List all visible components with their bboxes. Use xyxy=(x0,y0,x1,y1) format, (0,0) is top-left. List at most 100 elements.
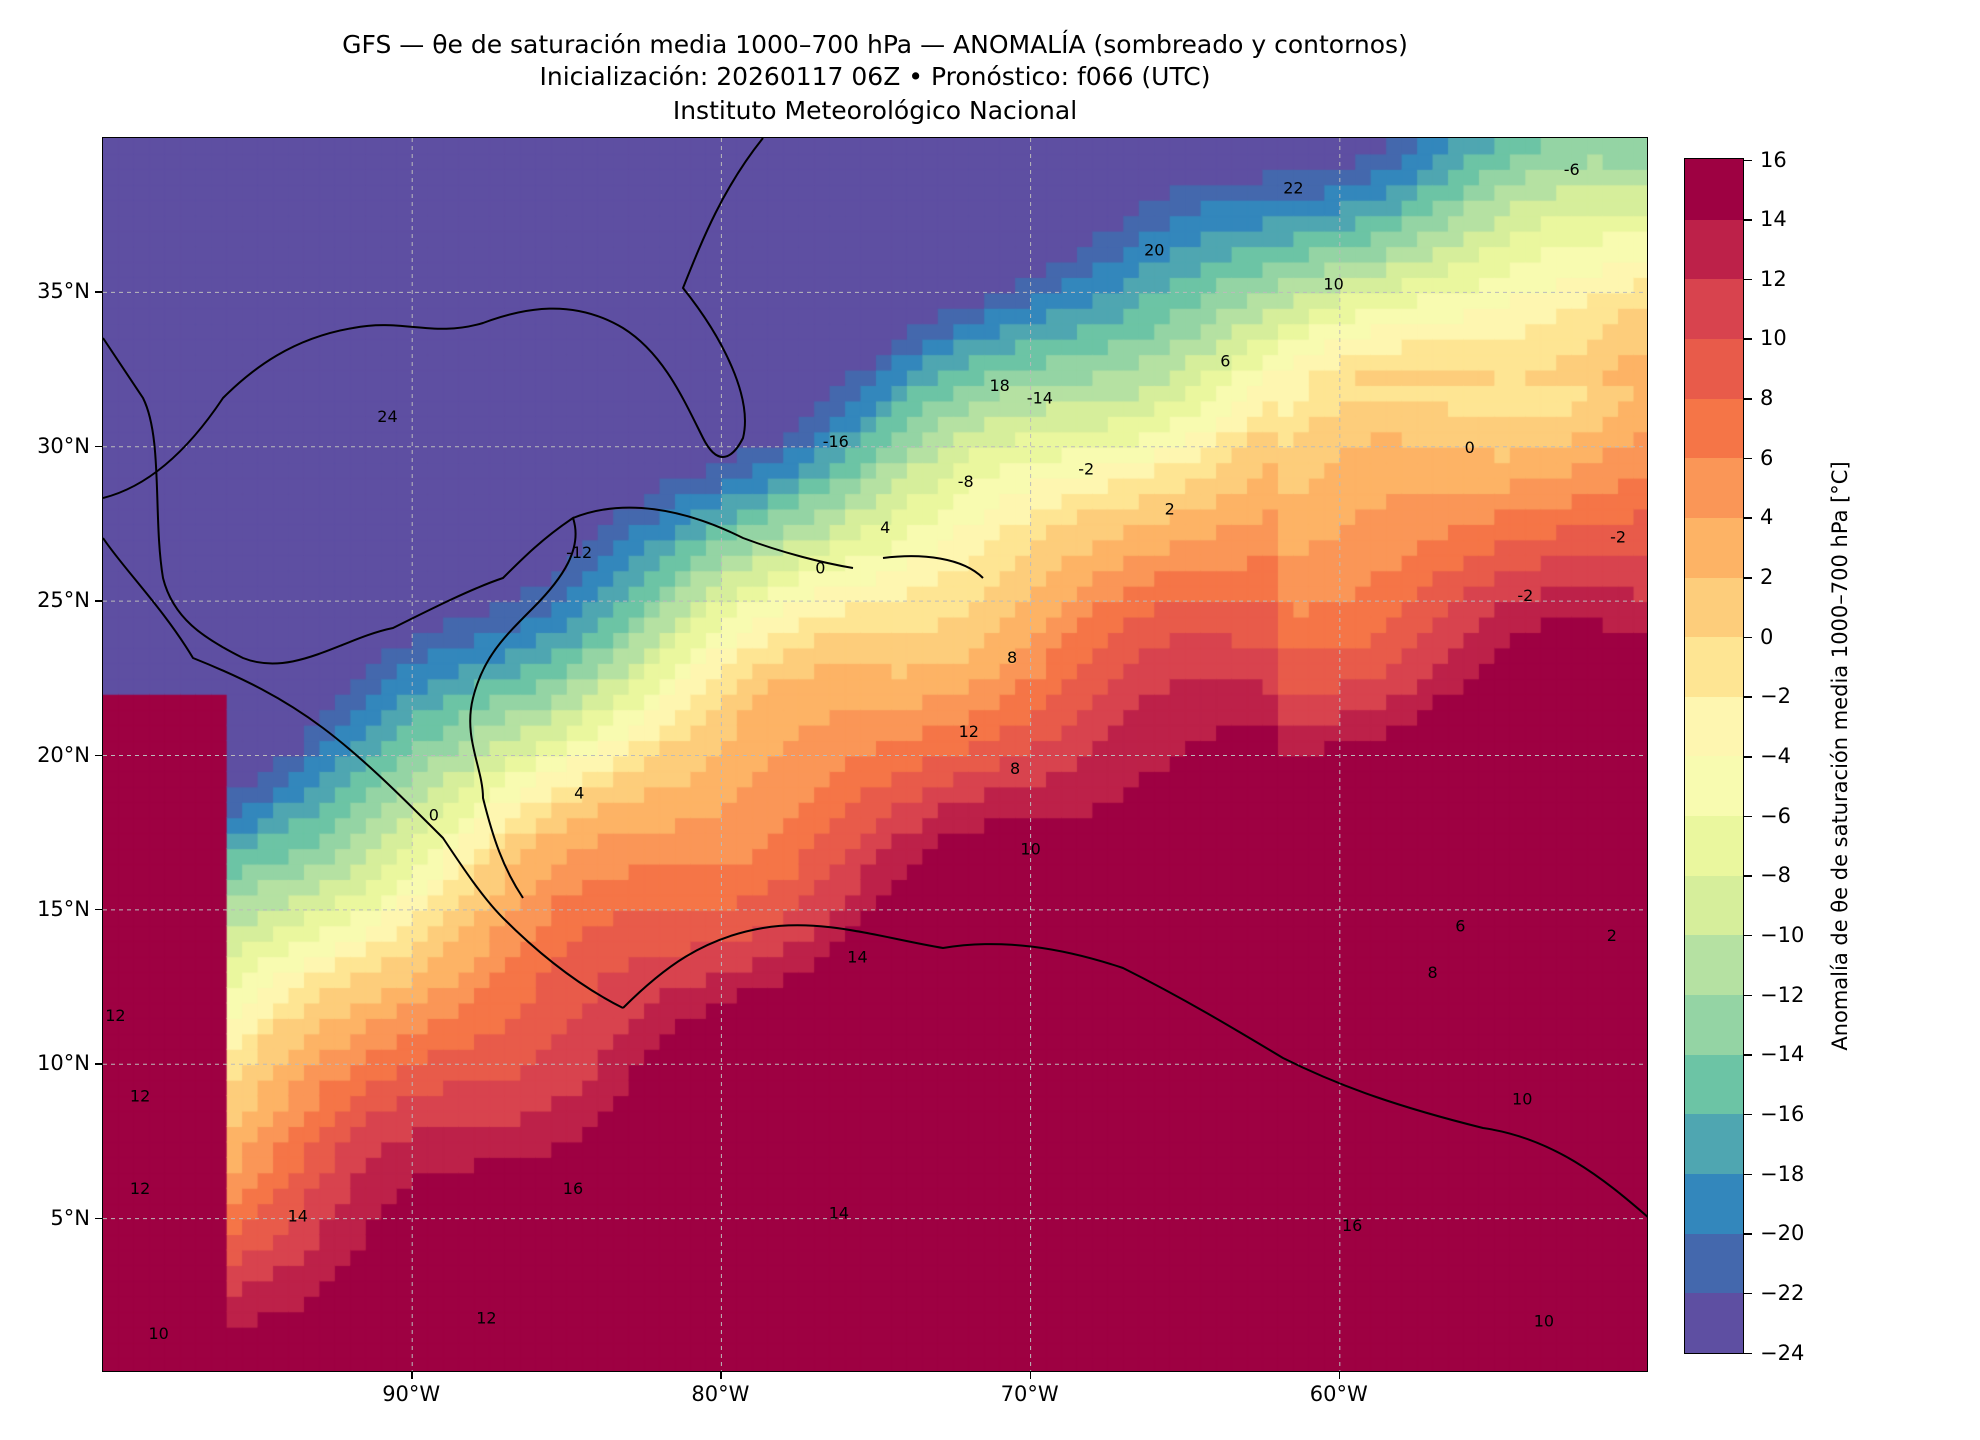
colorbar-bin xyxy=(1685,1113,1743,1175)
coastline-cuba xyxy=(572,506,854,569)
colorbar-tick-mark xyxy=(1744,934,1752,937)
contour-label: -14 xyxy=(1027,389,1053,408)
lon-tick-label: 60°W xyxy=(1309,1382,1368,1406)
contour-label: -16 xyxy=(823,432,849,451)
lat-tick-label: 5°N xyxy=(50,1205,90,1230)
colorbar-tick-mark xyxy=(1744,159,1752,161)
contour-label: 0 xyxy=(815,558,825,577)
colorbar-tick-mark xyxy=(1744,875,1752,877)
contour-label: 12 xyxy=(476,1309,496,1328)
colorbar-tick-label: −16 xyxy=(1760,1101,1805,1126)
coastline-hispaniola xyxy=(882,555,984,579)
contour-label: 10 xyxy=(1534,1312,1554,1331)
colorbar-tick-mark xyxy=(1744,756,1752,758)
contour-labels: -6222010618-1424-16-8-2420-2-2-120812810… xyxy=(105,160,1626,1343)
contour-label: 10 xyxy=(148,1324,168,1343)
lat-tick-mark xyxy=(95,600,102,602)
map-overlay: -6222010618-1424-16-8-2420-2-2-120812810… xyxy=(103,138,1647,1371)
colorbar-tick-mark xyxy=(1744,1292,1752,1295)
contour-label: 4 xyxy=(880,518,890,537)
colorbar-tick-label: −18 xyxy=(1760,1161,1805,1186)
map-axes: -6 22 20 10 6 18 -14 24 -16 -8 -2 4 2 0 -2 -2 -12 0 8 12 8 10… xyxy=(102,137,1648,1372)
colorbar-tick-mark xyxy=(1744,1113,1752,1116)
contour-label: 4 xyxy=(574,784,584,803)
colorbar-tick-mark xyxy=(1744,696,1752,698)
contour-label: -2 xyxy=(1078,460,1094,479)
contour-label: -8 xyxy=(958,472,974,491)
colorbar-bin xyxy=(1685,815,1743,876)
colorbar-tick-label: 2 xyxy=(1760,565,1774,590)
colorbar-tick-mark xyxy=(1744,994,1752,997)
colorbar-tick-mark xyxy=(1744,1352,1752,1354)
colorbar-tick-label: 10 xyxy=(1760,326,1787,351)
contour-label: 8 xyxy=(1010,759,1020,778)
colorbar-tick-mark xyxy=(1744,338,1752,340)
coastline-mexico xyxy=(103,337,577,899)
colorbar-tick-mark xyxy=(1744,517,1752,519)
colorbar-tick-label: 8 xyxy=(1760,386,1774,411)
colorbar-tick-label: −8 xyxy=(1760,863,1791,888)
lon-tick-mark xyxy=(411,1372,413,1379)
coastline xyxy=(103,138,1647,1218)
lat-tick-mark xyxy=(95,908,102,911)
lat-tick-label: 15°N xyxy=(37,896,90,921)
colorbar-tick-label: −6 xyxy=(1760,803,1791,828)
chart-subtitle-institute: Instituto Meteorológico Nacional xyxy=(672,96,1078,125)
colorbar-tick-label: 12 xyxy=(1760,266,1787,291)
colorbar-bin xyxy=(1685,1292,1743,1353)
colorbar-tick-label: −20 xyxy=(1760,1221,1805,1246)
colorbar-tick-mark xyxy=(1744,1233,1752,1235)
contour-label: -6 xyxy=(1564,160,1580,179)
lon-tick-mark xyxy=(720,1372,722,1379)
colorbar-bin xyxy=(1685,1173,1743,1234)
lat-tick-mark xyxy=(95,445,102,448)
contour-label: 2 xyxy=(1165,500,1175,519)
coastline-south-america xyxy=(622,924,1647,1218)
colorbar-bin xyxy=(1685,159,1743,220)
colorbar-label: Anomalía de θe de saturación media 1000–… xyxy=(1828,461,1852,1051)
colorbar-bin xyxy=(1685,994,1743,1055)
colorbar-tick-mark xyxy=(1744,219,1752,221)
lon-tick-label: 70°W xyxy=(1000,1382,1059,1406)
colorbar-tick-label: 4 xyxy=(1760,505,1774,530)
colorbar-tick-mark xyxy=(1744,815,1752,818)
colorbar-tick-label: 6 xyxy=(1760,445,1774,470)
colorbar-bin xyxy=(1685,874,1743,936)
colorbar-tick-label: −4 xyxy=(1760,744,1791,768)
lat-tick-mark xyxy=(95,1217,102,1220)
contour-label: 22 xyxy=(1283,179,1303,198)
colorbar-bin xyxy=(1685,457,1743,518)
lat-tick-label: 25°N xyxy=(37,588,90,613)
colorbar-tick-mark xyxy=(1744,1173,1752,1176)
contour-label: 16 xyxy=(563,1179,583,1198)
colorbar-bin xyxy=(1685,636,1743,697)
contour-label: 12 xyxy=(130,1179,150,1198)
colorbar-tick-label: −10 xyxy=(1760,922,1805,947)
contour-label: -2 xyxy=(1517,586,1533,605)
colorbar-bin xyxy=(1685,516,1743,578)
contour-label: 12 xyxy=(959,722,979,741)
contour-label: 10 xyxy=(1020,839,1040,858)
coastline-pacific xyxy=(103,537,624,1009)
contour-label: 20 xyxy=(1144,240,1164,259)
colorbar-tick-label: 0 xyxy=(1760,624,1774,649)
anomaly-shading xyxy=(103,138,1647,1371)
coastline-gulf-us xyxy=(103,138,764,499)
contour-label: 16 xyxy=(1342,1216,1362,1235)
contour-label: 14 xyxy=(847,947,867,966)
lat-tick-label: 30°N xyxy=(37,433,90,458)
contour-label: 18 xyxy=(990,376,1010,395)
lat-tick-mark xyxy=(95,291,102,293)
colorbar-tick-label: −12 xyxy=(1760,982,1805,1007)
colorbar-tick-label: −2 xyxy=(1760,684,1791,709)
contour-label: 10 xyxy=(1323,274,1343,293)
colorbar-bin xyxy=(1685,337,1743,399)
contour-label: 6 xyxy=(1220,351,1230,370)
colorbar-bin xyxy=(1685,576,1743,638)
colorbar-tick-label: −22 xyxy=(1760,1280,1805,1305)
lat-tick-label: 10°N xyxy=(37,1051,90,1076)
colorbar-bin xyxy=(1685,278,1743,339)
colorbar-tick-label: −14 xyxy=(1760,1042,1805,1067)
colorbar-tick-mark xyxy=(1744,278,1752,281)
colorbar-bin xyxy=(1685,397,1743,459)
